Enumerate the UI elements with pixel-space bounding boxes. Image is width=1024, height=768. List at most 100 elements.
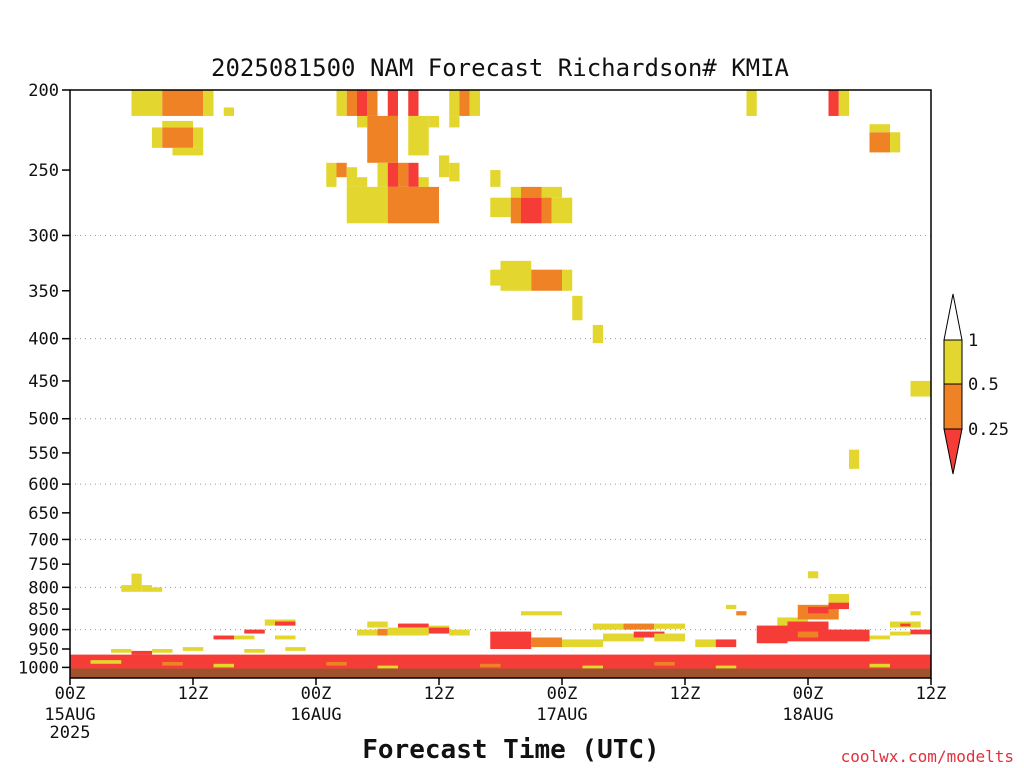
ri-cell [551, 197, 573, 224]
ri-cell [131, 573, 142, 592]
ri-cell [521, 186, 542, 198]
ri-cell [869, 124, 890, 133]
ri-cell [469, 90, 480, 116]
ri-cell [746, 90, 757, 116]
ri-cell [162, 661, 183, 666]
ri-cell [582, 665, 603, 669]
ri-cell [797, 631, 819, 638]
y-tick-label: 300 [28, 226, 59, 246]
ri-cell [377, 162, 388, 187]
credit-text: coolwx.com/modelts [841, 747, 1014, 766]
legend-band-below-0.25 [943, 428, 963, 475]
ri-cell [377, 665, 398, 669]
x-tick-date: 16AUG [290, 705, 341, 725]
ri-cell [541, 197, 552, 224]
legend-band-above-1 [943, 293, 963, 341]
ri-cell [828, 629, 870, 642]
y-tick-label: 700 [28, 530, 59, 550]
ri-cell [828, 602, 849, 610]
ri-cell [367, 90, 378, 116]
ri-cell [213, 663, 234, 668]
ri-cell [141, 585, 152, 592]
ri-cell [654, 623, 685, 629]
ground-band [70, 668, 931, 678]
y-tick-label: 950 [28, 640, 59, 660]
ri-cell [162, 120, 193, 128]
ri-cell [275, 621, 296, 626]
ri-cell [787, 621, 829, 642]
cells-layer [70, 90, 931, 669]
ri-cell [510, 186, 521, 198]
ri-cell [131, 650, 152, 655]
y-tick-label: 850 [28, 600, 59, 620]
ri-cell [223, 107, 234, 116]
ri-cell [531, 269, 562, 291]
y-tick-label: 1000 [18, 658, 59, 678]
chart-title: 2025081500 NAM Forecast Richardson# KMIA [211, 54, 790, 82]
ri-cell [203, 90, 214, 116]
ri-cell [387, 162, 398, 187]
ri-cell [592, 324, 603, 344]
x-tick-label: 12Z [424, 684, 455, 704]
y-tick-label: 450 [28, 372, 59, 392]
ri-cell [336, 90, 347, 116]
legend-label: 0.5 [968, 375, 999, 395]
ri-cell [367, 115, 398, 163]
ri-cell [428, 625, 450, 629]
ri-cell [900, 623, 911, 627]
x-tick-date: 18AUG [782, 705, 833, 725]
ri-cell [326, 661, 347, 666]
ri-cell [121, 585, 132, 592]
ri-cell [428, 627, 450, 634]
ri-cell [428, 115, 439, 128]
ri-cell [346, 186, 388, 224]
ri-cell [326, 162, 337, 187]
ri-cell [90, 660, 122, 664]
ri-cell [654, 661, 675, 666]
ri-cell [541, 186, 562, 198]
ri-cell [387, 627, 429, 636]
x-axis-label: Forecast Time (UTC) [362, 735, 659, 765]
ri-cell [592, 623, 624, 630]
y-tick-label: 650 [28, 504, 59, 524]
ri-cell [449, 90, 460, 116]
ri-cell [808, 571, 819, 579]
ri-cell [275, 635, 296, 640]
ri-cell [408, 162, 419, 187]
ri-cell [418, 177, 429, 187]
ri-cell [572, 295, 583, 321]
legend-band-0.25-0.5 [943, 383, 963, 430]
ri-cell [562, 639, 603, 648]
y-axis-ticks: 200 250 300 350 400 450 500 550 600 650 700 750 8008… [18, 81, 70, 678]
y-tick-label: 550 [28, 444, 59, 464]
ri-cell [152, 127, 163, 148]
ri-cell [234, 635, 255, 640]
ri-cell [828, 90, 839, 116]
ri-cell [398, 623, 429, 628]
ri-cell [869, 663, 890, 668]
ri-cell [377, 628, 388, 636]
ri-cell [172, 147, 204, 156]
ri-cell [910, 611, 921, 616]
ri-cell [910, 629, 931, 635]
ri-cell [346, 167, 357, 187]
ri-cell [715, 665, 737, 669]
ri-cell [521, 611, 562, 616]
legend-label: 0.25 [968, 420, 1009, 440]
ri-cell [869, 635, 890, 640]
ri-cell [459, 90, 470, 116]
grid-layer [70, 234, 931, 631]
ri-cell [849, 449, 860, 469]
y-tick-label: 250 [28, 161, 59, 181]
ri-cell [213, 635, 234, 640]
ri-cell [654, 633, 685, 642]
ri-cell [838, 90, 849, 116]
ri-cell [531, 637, 562, 648]
ri-cell [695, 639, 716, 648]
ri-cell [244, 629, 265, 634]
ri-cell [490, 269, 501, 286]
y-tick-label: 400 [28, 330, 59, 350]
x-tick-label: 00Z [55, 684, 86, 704]
ri-cell [346, 90, 357, 116]
